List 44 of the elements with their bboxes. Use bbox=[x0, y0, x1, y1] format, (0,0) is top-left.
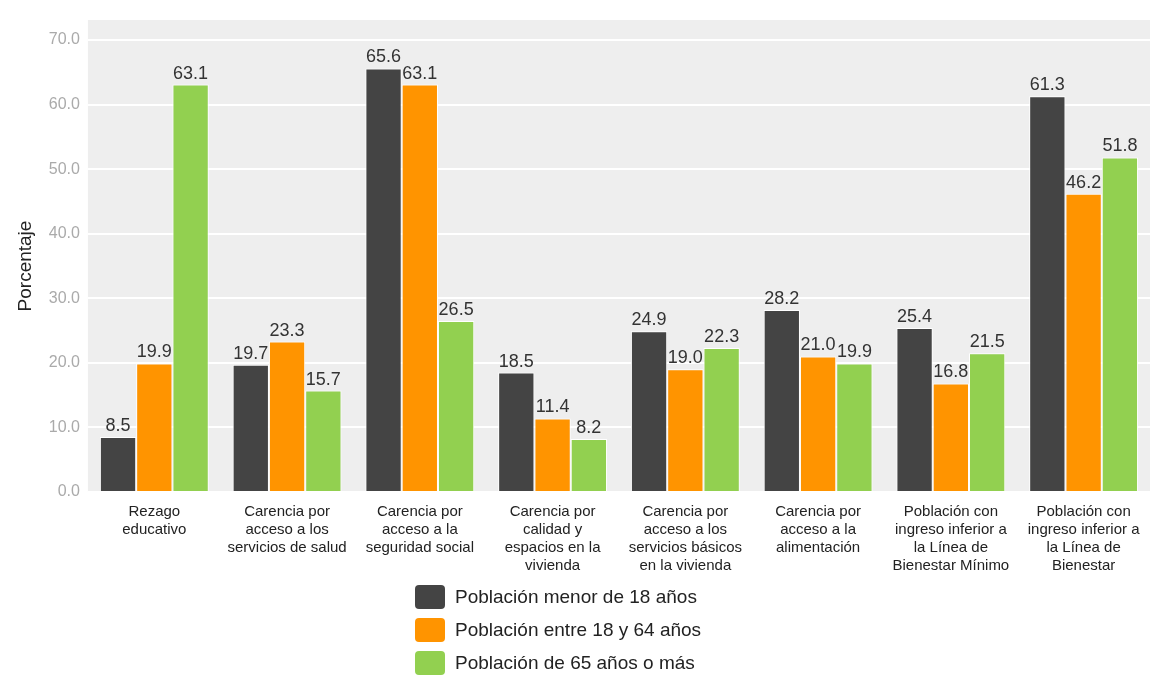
x-tick-label: Rezago educativo bbox=[122, 502, 187, 538]
x-tick-label: Carencia por acceso a la seguridad social bbox=[365, 502, 475, 556]
data-label: 19.9 bbox=[836, 341, 872, 362]
data-label: 24.9 bbox=[631, 309, 667, 330]
x-tick-label: Población con ingreso inferior a la Línea de Bienestar bbox=[1027, 502, 1141, 574]
y-tick-label: 10.0 bbox=[48, 417, 81, 435]
y-tick-label: 50.0 bbox=[48, 159, 81, 177]
data-label: 28.2 bbox=[764, 287, 800, 308]
y-tick-label: 60.0 bbox=[48, 94, 81, 112]
x-tick-label: Población con ingreso inferior a la Línea de Bienestar Mínimo bbox=[892, 502, 1010, 574]
data-label: 15.7 bbox=[305, 368, 341, 389]
data-label: 63.1 bbox=[402, 62, 438, 83]
y-tick-label: 30.0 bbox=[48, 288, 81, 306]
data-label: 16.8 bbox=[933, 361, 969, 382]
y-tick-label: 20.0 bbox=[48, 353, 81, 371]
data-label: 26.5 bbox=[438, 298, 474, 319]
x-tick-label: Carencia por acceso a la alimentación bbox=[775, 502, 862, 556]
y-tick-label: 70.0 bbox=[48, 30, 81, 48]
data-label: 21.5 bbox=[969, 331, 1005, 352]
legend-label: Población de 65 años o más bbox=[455, 651, 695, 674]
data-label: 19.7 bbox=[233, 342, 269, 363]
data-label: 21.0 bbox=[800, 334, 836, 355]
data-label: 46.2 bbox=[1066, 171, 1102, 192]
data-label: 11.4 bbox=[535, 396, 570, 417]
y-tick-label: 0.0 bbox=[57, 482, 81, 500]
data-label: 19.9 bbox=[136, 341, 172, 362]
data-label: 8.5 bbox=[105, 415, 131, 436]
data-label: 22.3 bbox=[704, 325, 740, 346]
data-label: 51.8 bbox=[1102, 135, 1138, 156]
data-label: 61.3 bbox=[1029, 74, 1065, 95]
data-label: 25.4 bbox=[897, 305, 933, 326]
data-label: 23.3 bbox=[269, 319, 305, 340]
data-label: 18.5 bbox=[498, 350, 534, 371]
y-axis-title: Porcentaje bbox=[13, 220, 35, 312]
data-label: 63.1 bbox=[173, 62, 209, 83]
x-tick-label: Carencia por acceso a los servicios de salud bbox=[227, 502, 347, 556]
data-label: 19.0 bbox=[667, 347, 703, 368]
y-tick-label: 40.0 bbox=[48, 224, 81, 242]
legend-label: Población menor de 18 años bbox=[455, 585, 697, 608]
legend-label: Población entre 18 y 64 años bbox=[455, 618, 702, 641]
data-label: 65.6 bbox=[366, 46, 402, 67]
data-label: 8.2 bbox=[576, 417, 602, 438]
x-tick-label: Carencia por acceso a los servicios básicos en la vivienda bbox=[628, 502, 743, 574]
x-tick-label: Carencia por calidad y espacios en la vivienda bbox=[504, 502, 602, 574]
